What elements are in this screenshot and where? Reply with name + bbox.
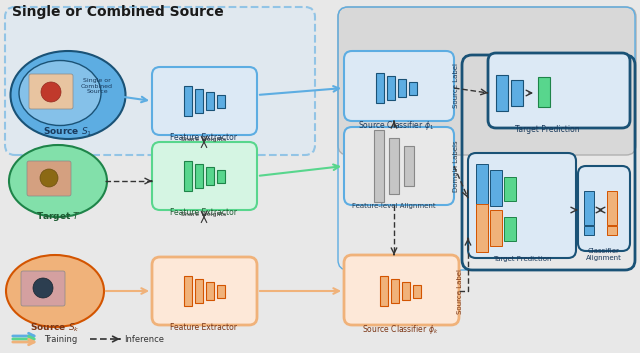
Bar — [374, 130, 384, 202]
Text: Feature-level Alignment: Feature-level Alignment — [352, 203, 436, 209]
Text: Feature Extractor: Feature Extractor — [170, 323, 237, 332]
Text: Target Prediction: Target Prediction — [493, 256, 551, 262]
Text: Share Weights: Share Weights — [181, 137, 227, 142]
Ellipse shape — [19, 60, 101, 126]
Bar — [538, 77, 550, 107]
Bar — [380, 276, 387, 306]
Bar — [404, 146, 414, 186]
FancyBboxPatch shape — [27, 161, 71, 196]
Text: Source Label: Source Label — [457, 269, 463, 313]
Text: Feature Extractor: Feature Extractor — [170, 208, 237, 217]
Bar — [476, 204, 488, 252]
Bar — [205, 167, 214, 185]
Bar — [504, 177, 516, 201]
FancyBboxPatch shape — [488, 53, 630, 128]
Bar — [401, 282, 410, 300]
Bar — [387, 76, 394, 100]
Bar — [476, 164, 488, 212]
Bar — [195, 89, 202, 113]
Bar — [511, 80, 523, 106]
FancyBboxPatch shape — [344, 127, 454, 205]
FancyBboxPatch shape — [5, 7, 315, 155]
Bar — [413, 285, 420, 298]
Text: Classifier
Alignment: Classifier Alignment — [586, 248, 622, 261]
FancyBboxPatch shape — [468, 153, 576, 258]
Bar — [205, 92, 214, 110]
Text: Source Classifier $\phi_k$: Source Classifier $\phi_k$ — [362, 323, 438, 336]
Bar — [389, 138, 399, 194]
Bar — [607, 191, 617, 225]
Bar — [584, 191, 594, 225]
Bar — [490, 170, 502, 206]
Circle shape — [41, 82, 61, 102]
Bar — [584, 226, 594, 235]
FancyBboxPatch shape — [344, 255, 459, 325]
Circle shape — [33, 278, 53, 298]
Text: Training: Training — [44, 335, 77, 343]
Bar — [195, 279, 202, 303]
Bar — [390, 279, 399, 303]
Text: Source $S_k$: Source $S_k$ — [30, 321, 80, 334]
Bar — [195, 164, 202, 188]
FancyBboxPatch shape — [29, 74, 73, 109]
FancyBboxPatch shape — [344, 51, 454, 121]
Ellipse shape — [10, 51, 125, 139]
Text: Feature Extractor: Feature Extractor — [170, 133, 237, 142]
FancyBboxPatch shape — [152, 257, 257, 325]
FancyBboxPatch shape — [21, 271, 65, 306]
Bar — [490, 210, 502, 246]
Text: Single or
Combined
Source: Single or Combined Source — [81, 78, 113, 94]
FancyBboxPatch shape — [152, 142, 257, 210]
Bar — [184, 86, 191, 116]
Bar — [504, 217, 516, 241]
Bar — [408, 82, 417, 95]
Bar — [184, 161, 191, 191]
Bar — [397, 79, 406, 97]
Text: Source Classifier $\phi_1$: Source Classifier $\phi_1$ — [358, 119, 434, 132]
Ellipse shape — [6, 255, 104, 327]
Circle shape — [40, 169, 58, 187]
Bar — [607, 226, 617, 235]
Bar — [216, 169, 225, 183]
Text: Target Prediction: Target Prediction — [515, 125, 579, 134]
Text: Single or Combined Source: Single or Combined Source — [12, 5, 224, 19]
Text: Domain Labels: Domain Labels — [453, 140, 459, 192]
Text: Share Weights: Share Weights — [181, 212, 227, 217]
FancyBboxPatch shape — [338, 7, 636, 155]
Ellipse shape — [9, 145, 107, 217]
Text: Source $S_1$: Source $S_1$ — [44, 125, 93, 138]
Text: Inference: Inference — [124, 335, 164, 343]
FancyBboxPatch shape — [578, 166, 630, 251]
Bar — [216, 285, 225, 298]
Bar — [205, 282, 214, 300]
Bar — [496, 75, 508, 111]
Bar — [376, 73, 383, 103]
Bar — [216, 95, 225, 108]
Bar — [184, 276, 191, 306]
FancyBboxPatch shape — [152, 67, 257, 135]
Text: Source Label: Source Label — [453, 64, 459, 108]
Text: Target $T$: Target $T$ — [36, 210, 81, 223]
